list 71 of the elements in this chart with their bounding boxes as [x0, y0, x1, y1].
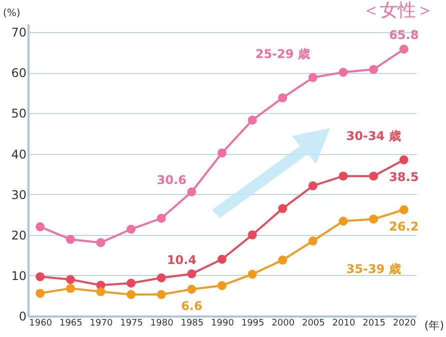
- point: [308, 236, 318, 246]
- data-label: 38.5: [389, 170, 419, 184]
- x-axis-title: (年): [424, 318, 444, 333]
- point: [156, 290, 166, 299]
- point: [248, 230, 257, 240]
- y-tick-label: 70: [11, 26, 26, 40]
- chart-title: ＜女性＞: [362, 0, 434, 22]
- x-tick-label: 1985: [180, 318, 204, 328]
- x-tick-label: 1960: [29, 318, 52, 328]
- x-tick-label: 1975: [120, 318, 144, 328]
- point: [96, 287, 106, 296]
- x-tick-label: 2000: [272, 318, 295, 328]
- y-tick-label: 20: [11, 228, 26, 242]
- point: [338, 172, 348, 181]
- data-label: 10.4: [166, 252, 196, 267]
- point: [278, 256, 288, 264]
- y-tick-label: 10: [11, 268, 26, 283]
- point: [66, 284, 75, 293]
- point: [369, 172, 378, 181]
- x-tick-label: 1970: [90, 318, 113, 328]
- point: [399, 44, 408, 54]
- x-tick-label: 1965: [59, 318, 82, 328]
- point: [36, 272, 45, 282]
- point: [399, 205, 408, 214]
- point: [338, 68, 348, 77]
- series-label: 25-29 歳: [255, 46, 310, 61]
- point: [338, 216, 348, 226]
- point: [278, 204, 288, 213]
- x-tick-label: 1980: [150, 318, 174, 328]
- x-tick-label: 2005: [302, 318, 325, 328]
- point: [278, 93, 288, 102]
- y-axis-title: (%): [3, 8, 20, 19]
- x-tick-label: 2015: [362, 318, 386, 328]
- data-label: 65.8: [389, 28, 419, 42]
- data-label: 6.6: [181, 299, 202, 314]
- y-tick-label: 50: [11, 106, 26, 121]
- data-label: 26.2: [389, 220, 419, 234]
- point: [36, 288, 45, 298]
- x-tick-label: 1995: [241, 318, 264, 328]
- point: [218, 281, 226, 290]
- text: 35-39 歳: [346, 262, 401, 276]
- point: [126, 278, 136, 288]
- point: [218, 148, 226, 158]
- point: [248, 116, 257, 125]
- point: [187, 187, 196, 196]
- data-label: 30.6: [156, 172, 186, 187]
- point: [369, 64, 378, 74]
- point: [369, 214, 378, 224]
- point: [156, 214, 166, 223]
- x-tick-label: 1990: [211, 318, 234, 328]
- point: [126, 290, 136, 299]
- y-tick-label: 30: [11, 188, 26, 202]
- point: [36, 222, 45, 232]
- point: [248, 270, 257, 279]
- series-label: 30-34 歳: [346, 129, 401, 144]
- y-tick-label: 40: [11, 147, 26, 162]
- point: [308, 181, 318, 190]
- point: [156, 273, 166, 282]
- point: [308, 73, 318, 82]
- y-tick-label: 60: [11, 66, 26, 80]
- point: [187, 269, 196, 278]
- point: [96, 238, 106, 248]
- point: [126, 224, 136, 234]
- point: [66, 234, 75, 244]
- point: [399, 155, 408, 164]
- point: [218, 254, 226, 264]
- point: [66, 275, 75, 284]
- point: [187, 284, 196, 294]
- y-tick-label: 0: [18, 310, 26, 324]
- x-tick-label: 2010: [332, 318, 356, 328]
- x-tick-label: 2020: [392, 318, 416, 328]
